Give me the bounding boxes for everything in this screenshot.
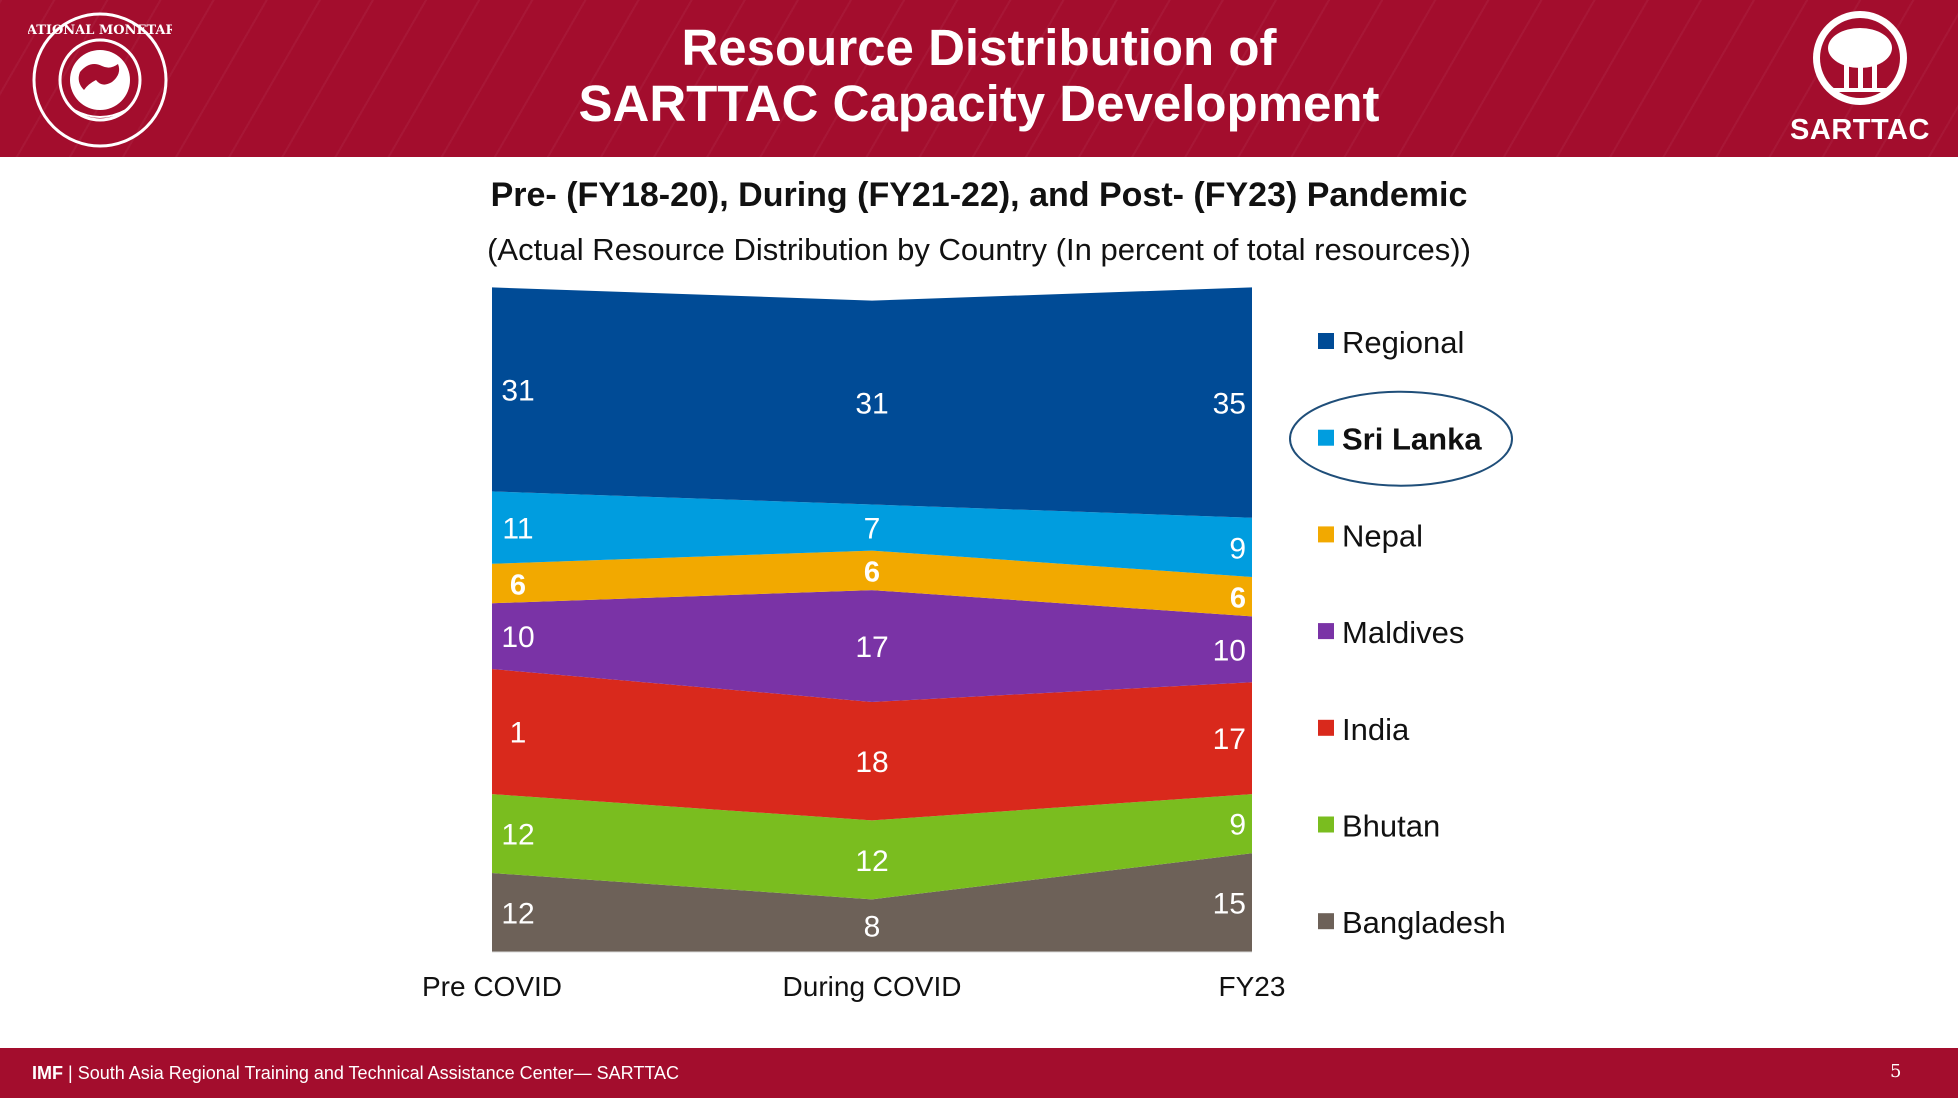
legend-label-nepal: Nepal bbox=[1342, 518, 1423, 553]
x-tick-label-0: Pre COVID bbox=[422, 971, 562, 1002]
chart-subtitle: (Actual Resource Distribution by Country… bbox=[487, 232, 1471, 267]
data-label-bangladesh-0: 12 bbox=[501, 898, 534, 931]
legend-label-sri-lanka: Sri Lanka bbox=[1342, 422, 1482, 457]
data-label-india-2: 17 bbox=[1213, 723, 1246, 756]
legend-label-regional: Regional bbox=[1342, 325, 1464, 360]
legend-swatch-regional bbox=[1318, 333, 1334, 349]
data-label-sri-lanka-0: 11 bbox=[502, 513, 533, 546]
sarttac-tree-logo bbox=[1813, 11, 1907, 105]
slide-header: INTERNATIONAL MONETARY FUND Resource Dis… bbox=[0, 0, 1958, 157]
area-regional bbox=[492, 287, 1252, 518]
footer-org: IMF bbox=[32, 1063, 63, 1083]
legend-swatch-bhutan bbox=[1318, 816, 1334, 833]
data-label-bhutan-2: 9 bbox=[1229, 809, 1246, 842]
chart-title: Pre- (FY18-20), During (FY21-22), and Po… bbox=[490, 176, 1468, 214]
data-label-nepal-2: 6 bbox=[1230, 583, 1246, 615]
legend-label-bhutan: Bhutan bbox=[1342, 809, 1440, 844]
data-label-bhutan-1: 12 bbox=[855, 845, 888, 878]
sarttac-logo-text: SARTTAC bbox=[1790, 114, 1930, 146]
stacked-area-chart: 12 8 15 12 12 9 1 18 17 10 17 10 6 6 6 11 7 9 31 31 35 Pre CO… bbox=[422, 287, 1513, 1002]
legend-swatch-bangladesh bbox=[1318, 913, 1334, 930]
footer-text: IMF | South Asia Regional Training and T… bbox=[32, 1063, 679, 1084]
imf-logo-text: INTERNATIONAL MONETARY FUND bbox=[28, 23, 172, 38]
data-label-maldives-0: 10 bbox=[501, 621, 534, 654]
data-label-india-0: 1 bbox=[510, 717, 527, 750]
area-nepal bbox=[492, 550, 1252, 617]
legend-highlight-ellipse bbox=[1289, 390, 1513, 487]
data-label-bangladesh-1: 8 bbox=[864, 911, 881, 944]
slide-footer: IMF | South Asia Regional Training and T… bbox=[0, 1048, 1958, 1098]
area-maldives bbox=[492, 590, 1252, 702]
legend-label-bangladesh: Bangladesh bbox=[1342, 905, 1506, 940]
data-label-maldives-1: 17 bbox=[855, 631, 888, 664]
data-label-sri-lanka-2: 9 bbox=[1229, 532, 1246, 565]
data-label-regional-0: 31 bbox=[501, 374, 534, 407]
area-india bbox=[492, 669, 1252, 821]
data-label-bhutan-0: 12 bbox=[501, 819, 534, 852]
legend-label-maldives: Maldives bbox=[1342, 615, 1464, 650]
area-bhutan bbox=[492, 794, 1252, 900]
legend-swatch-sri-lanka bbox=[1318, 429, 1334, 446]
data-label-maldives-2: 10 bbox=[1213, 634, 1246, 667]
data-label-regional-2: 35 bbox=[1213, 388, 1246, 421]
x-tick-label-2: FY23 bbox=[1219, 971, 1286, 1002]
legend-swatch-maldives bbox=[1318, 623, 1334, 640]
data-label-bangladesh-2: 15 bbox=[1213, 888, 1246, 921]
data-label-india-1: 18 bbox=[855, 746, 888, 779]
area-sri-lanka bbox=[492, 491, 1252, 577]
page-number: 5 bbox=[1890, 1061, 1902, 1082]
data-label-nepal-1: 6 bbox=[864, 556, 880, 588]
data-label-sri-lanka-1: 7 bbox=[864, 513, 881, 546]
data-label-regional-1: 31 bbox=[855, 388, 888, 421]
data-label-nepal-0: 6 bbox=[510, 570, 526, 602]
slide-title-line-2: SARTTAC Capacity Development bbox=[578, 75, 1380, 132]
area-bangladesh bbox=[492, 853, 1252, 952]
imf-seal-logo: INTERNATIONAL MONETARY FUND bbox=[28, 12, 172, 148]
legend-swatch-india bbox=[1318, 719, 1334, 736]
slide-title-line-1: Resource Distribution of bbox=[681, 19, 1277, 76]
legend-label-india: India bbox=[1342, 712, 1410, 747]
x-tick-label-1: During COVID bbox=[783, 971, 962, 1002]
legend-swatch-nepal bbox=[1318, 526, 1334, 543]
footer-center-name: | South Asia Regional Training and Techn… bbox=[68, 1063, 680, 1083]
